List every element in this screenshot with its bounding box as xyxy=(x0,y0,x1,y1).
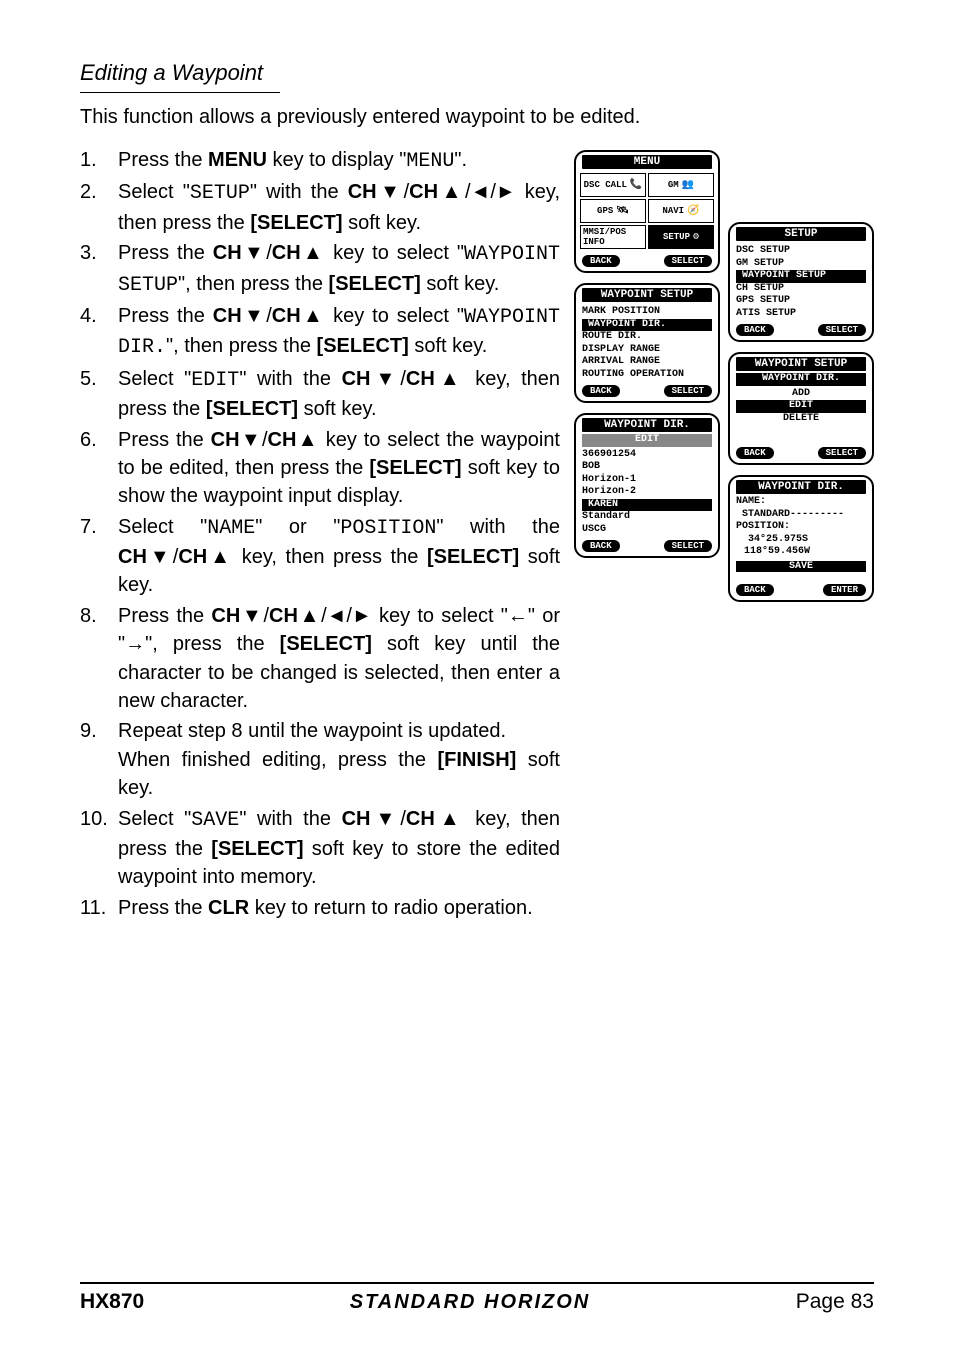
lcd-list-item: ADD xyxy=(730,388,872,401)
lcd-edit-name-label: NAME: xyxy=(730,496,872,509)
lcd-list-item: WAYPOINT DIR. xyxy=(582,319,712,332)
page-footer: HX870 STANDARD HORIZON Page 83 xyxy=(80,1282,874,1314)
lcd-list-item: WAYPOINT SETUP xyxy=(736,270,866,283)
intro-text: This function allows a previously entere… xyxy=(80,103,874,132)
lcd-setup: SETUP DSC SETUPGM SETUPWAYPOINT SETUPCH … xyxy=(728,222,874,342)
lcd-list-item: DSC SETUP xyxy=(730,245,872,258)
lcd-edit-waypoint: WAYPOINT DIR. NAME: STANDARD--------- PO… xyxy=(728,475,874,602)
lcd-menu-cell: GM👥 xyxy=(648,173,714,197)
lcd-list-item: DELETE xyxy=(730,413,872,426)
lcd-list-item: DISPLAY RANGE xyxy=(576,344,718,357)
step-item: 2.Select "SETUP" with the CH▼/CH▲/◄/► ke… xyxy=(80,178,560,237)
section-title: Editing a Waypoint xyxy=(80,60,874,86)
steps-list: 1.Press the MENU key to display "MENU".2… xyxy=(80,146,560,924)
step-item: 6.Press the CH▼/CH▲ key to select the wa… xyxy=(80,426,560,511)
lcd-menu-cell: GPS🛰 xyxy=(580,199,646,223)
lcd-edit-lat: 34°25.975S xyxy=(730,534,872,547)
lcd-menu-title: MENU xyxy=(582,155,712,169)
lcd-select-btn: SELECT xyxy=(664,255,712,267)
lcd-wpsetup-title: WAYPOINT SETUP xyxy=(582,288,712,302)
step-item: 8.Press the CH▼/CH▲/◄/► key to select "←… xyxy=(80,602,560,716)
lcd-back-btn: BACK xyxy=(582,385,620,397)
lcd-menu-cell: SETUP⚙ xyxy=(648,225,714,249)
lcd-list-item: 366901254 xyxy=(576,449,718,462)
lcd-screenshots: MENU DSC CALL📞GM👥GPS🛰NAVI🧭MMSI/POS INFOS… xyxy=(574,150,874,612)
lcd-list-item: Standard xyxy=(576,511,718,524)
lcd-menu-cell: DSC CALL📞 xyxy=(580,173,646,197)
lcd-back-btn: BACK xyxy=(736,447,774,459)
lcd-back-btn: BACK xyxy=(736,584,774,596)
lcd-list-item: ARRIVAL RANGE xyxy=(576,356,718,369)
lcd-list-item: BOB xyxy=(576,461,718,474)
lcd-menu-cell: MMSI/POS INFO xyxy=(580,225,646,249)
lcd-back-btn: BACK xyxy=(582,540,620,552)
lcd-select-btn: SELECT xyxy=(818,447,866,459)
lcd-select-btn: SELECT xyxy=(664,540,712,552)
lcd-list-item: ATIS SETUP xyxy=(730,308,872,321)
lcd-waypoint-dir-list: WAYPOINT DIR. EDIT 366901254BOBHorizon-1… xyxy=(574,413,720,558)
lcd-list-item: USCG xyxy=(576,524,718,537)
lcd-list-item: CH SETUP xyxy=(730,283,872,296)
step-item: 4.Press the CH▼/CH▲ key to select "WAYPO… xyxy=(80,302,560,363)
lcd-edit-lon: 118°59.456W xyxy=(730,546,872,559)
lcd-edit-save: SAVE xyxy=(736,561,866,572)
lcd-menu: MENU DSC CALL📞GM👥GPS🛰NAVI🧭MMSI/POS INFOS… xyxy=(574,150,720,273)
footer-brand: STANDARD HORIZON xyxy=(350,1291,591,1314)
step-item: 10.Select "SAVE" with the CH▼/CH▲ key, t… xyxy=(80,805,560,892)
lcd-waypoint-setup: WAYPOINT SETUP MARK POSITIONWAYPOINT DIR… xyxy=(574,283,720,403)
lcd-list-item: KAREN xyxy=(582,499,712,512)
lcd-wpdir2-sub: EDIT xyxy=(582,434,712,447)
step-item: 5.Select "EDIT" with the CH▼/CH▲ key, th… xyxy=(80,365,560,424)
lcd-list-item: ROUTING OPERATION xyxy=(576,369,718,382)
step-item: 11.Press the CLR key to return to radio … xyxy=(80,894,560,922)
step-item: 1.Press the MENU key to display "MENU". xyxy=(80,146,560,176)
lcd-list-item: GPS SETUP xyxy=(730,295,872,308)
lcd-waypoint-dir-menu: WAYPOINT SETUP WAYPOINT DIR. ADDEDITDELE… xyxy=(728,352,874,465)
footer-page: Page 83 xyxy=(796,1290,874,1314)
title-underline xyxy=(80,92,280,93)
lcd-wpdir1-sub: WAYPOINT DIR. xyxy=(736,373,866,386)
step-item: 7.Select "NAME" or "POSITION" with the C… xyxy=(80,513,560,600)
lcd-list-item: Horizon-2 xyxy=(576,486,718,499)
lcd-back-btn: BACK xyxy=(736,324,774,336)
footer-model: HX870 xyxy=(80,1290,144,1314)
lcd-list-item: MARK POSITION xyxy=(576,306,718,319)
lcd-list-item: GM SETUP xyxy=(730,258,872,271)
step-item: 9.Repeat step 8 until the waypoint is up… xyxy=(80,717,560,802)
lcd-edit-title: WAYPOINT DIR. xyxy=(736,480,866,494)
lcd-edit-pos-label: POSITION: xyxy=(730,521,872,534)
lcd-list-item: Horizon-1 xyxy=(576,474,718,487)
lcd-setup-title: SETUP xyxy=(736,227,866,241)
lcd-enter-btn: ENTER xyxy=(823,584,866,596)
lcd-select-btn: SELECT xyxy=(818,324,866,336)
lcd-menu-cell: NAVI🧭 xyxy=(648,199,714,223)
lcd-list-item: ROUTE DIR. xyxy=(576,331,718,344)
lcd-wpdir2-title: WAYPOINT DIR. xyxy=(582,418,712,432)
lcd-edit-name-value: STANDARD--------- xyxy=(730,509,872,522)
lcd-list-item: EDIT xyxy=(736,400,866,413)
lcd-select-btn: SELECT xyxy=(664,385,712,397)
step-item: 3.Press the CH▼/CH▲ key to select "WAYPO… xyxy=(80,239,560,300)
lcd-back-btn: BACK xyxy=(582,255,620,267)
lcd-wpdir1-title: WAYPOINT SETUP xyxy=(736,357,866,371)
